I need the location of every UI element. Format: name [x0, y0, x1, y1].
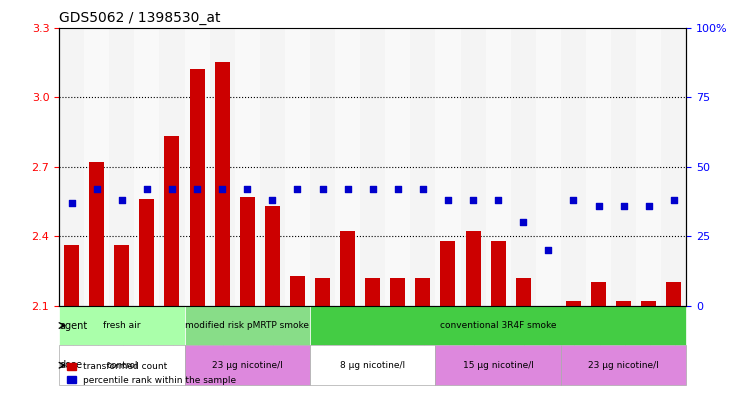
- Text: 15 μg nicotine/l: 15 μg nicotine/l: [463, 361, 534, 370]
- Point: [342, 186, 354, 192]
- Bar: [435, 28, 461, 306]
- Bar: [410, 28, 435, 306]
- Bar: [616, 301, 631, 306]
- Bar: [139, 199, 154, 306]
- Point: [191, 186, 203, 192]
- FancyBboxPatch shape: [184, 345, 310, 385]
- Point: [517, 219, 529, 225]
- Point: [216, 186, 228, 192]
- FancyBboxPatch shape: [184, 306, 310, 345]
- FancyBboxPatch shape: [561, 345, 686, 385]
- Bar: [385, 28, 410, 306]
- Point: [241, 186, 253, 192]
- FancyBboxPatch shape: [435, 345, 561, 385]
- Bar: [335, 28, 360, 306]
- Bar: [165, 136, 179, 306]
- Bar: [159, 28, 184, 306]
- Point: [66, 200, 77, 206]
- Point: [467, 197, 479, 203]
- Point: [166, 186, 178, 192]
- Bar: [215, 62, 230, 306]
- Bar: [511, 28, 536, 306]
- Bar: [210, 28, 235, 306]
- Bar: [184, 28, 210, 306]
- Bar: [586, 28, 611, 306]
- Text: fresh air: fresh air: [103, 321, 140, 330]
- Bar: [486, 28, 511, 306]
- Bar: [114, 245, 129, 306]
- FancyBboxPatch shape: [59, 345, 184, 385]
- Bar: [611, 28, 636, 306]
- Bar: [666, 283, 681, 306]
- Text: modified risk pMRTP smoke: modified risk pMRTP smoke: [185, 321, 309, 330]
- Text: GDS5062 / 1398530_at: GDS5062 / 1398530_at: [59, 11, 221, 25]
- Bar: [536, 28, 561, 306]
- FancyBboxPatch shape: [310, 306, 686, 345]
- Bar: [661, 28, 686, 306]
- Bar: [566, 301, 581, 306]
- Bar: [84, 28, 109, 306]
- Text: dose: dose: [60, 360, 83, 370]
- Bar: [466, 231, 480, 306]
- Point: [668, 197, 680, 203]
- Point: [542, 247, 554, 253]
- Legend: transformed count, percentile rank within the sample: transformed count, percentile rank withi…: [63, 359, 240, 389]
- Bar: [315, 278, 330, 306]
- Point: [568, 197, 579, 203]
- Point: [116, 197, 128, 203]
- Point: [593, 202, 604, 209]
- FancyBboxPatch shape: [310, 345, 435, 385]
- Bar: [491, 241, 506, 306]
- Bar: [134, 28, 159, 306]
- Bar: [641, 301, 656, 306]
- Bar: [240, 197, 255, 306]
- Bar: [59, 28, 84, 306]
- Point: [367, 186, 379, 192]
- Bar: [340, 231, 355, 306]
- Bar: [109, 28, 134, 306]
- Point: [317, 186, 328, 192]
- Point: [141, 186, 153, 192]
- Point: [392, 186, 404, 192]
- Bar: [265, 206, 280, 306]
- Bar: [516, 278, 531, 306]
- Text: control: control: [106, 361, 137, 370]
- Bar: [461, 28, 486, 306]
- Text: 23 μg nicotine/l: 23 μg nicotine/l: [212, 361, 283, 370]
- Point: [417, 186, 429, 192]
- Point: [266, 197, 278, 203]
- Text: conventional 3R4F smoke: conventional 3R4F smoke: [440, 321, 556, 330]
- Bar: [260, 28, 285, 306]
- Bar: [636, 28, 661, 306]
- Bar: [561, 28, 586, 306]
- Bar: [365, 278, 380, 306]
- Bar: [415, 278, 430, 306]
- Point: [492, 197, 504, 203]
- Text: agent: agent: [60, 321, 88, 331]
- Bar: [64, 245, 79, 306]
- Point: [292, 186, 303, 192]
- Point: [442, 197, 454, 203]
- Text: 8 μg nicotine/l: 8 μg nicotine/l: [340, 361, 405, 370]
- Bar: [290, 275, 305, 306]
- Bar: [89, 162, 104, 306]
- Bar: [441, 241, 455, 306]
- Bar: [235, 28, 260, 306]
- Bar: [360, 28, 385, 306]
- Text: 23 μg nicotine/l: 23 μg nicotine/l: [588, 361, 659, 370]
- Bar: [591, 283, 606, 306]
- Point: [91, 186, 103, 192]
- Bar: [190, 69, 204, 306]
- FancyBboxPatch shape: [59, 306, 184, 345]
- Point: [643, 202, 655, 209]
- Bar: [285, 28, 310, 306]
- Bar: [310, 28, 335, 306]
- Bar: [390, 278, 405, 306]
- Point: [618, 202, 630, 209]
